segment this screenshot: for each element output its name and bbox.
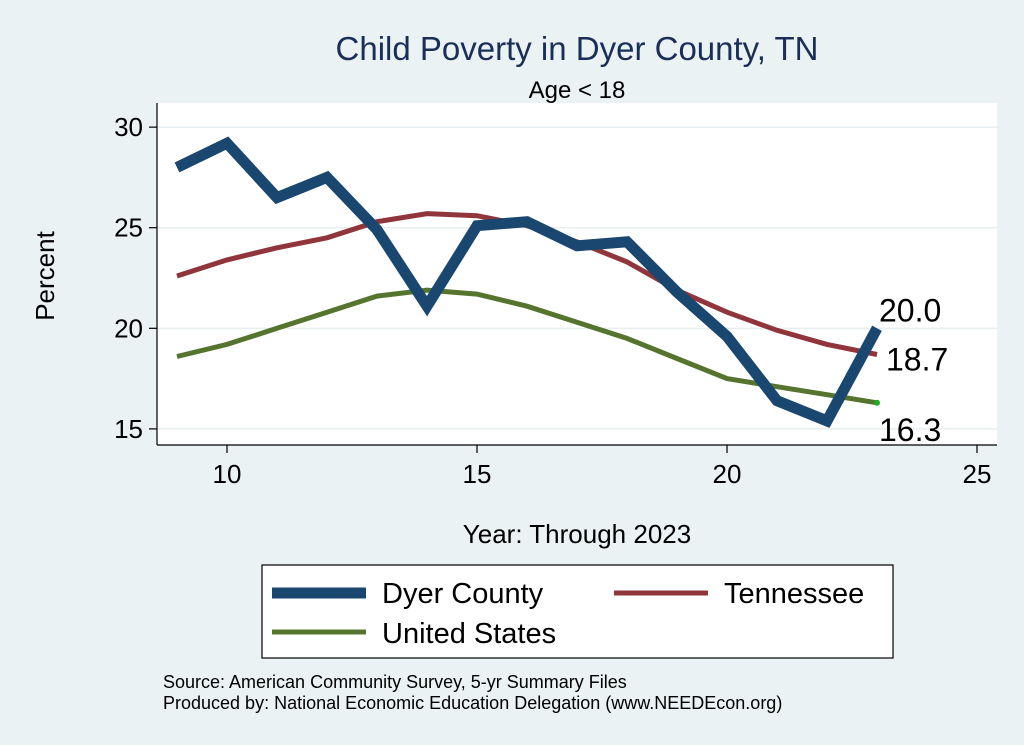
end-labels: 20.0 18.7 16.3 [879, 292, 948, 447]
y-tick-label-30: 30 [114, 112, 143, 142]
x-tick-label-15: 15 [463, 459, 492, 489]
series-line-dyer-county [174, 136, 882, 428]
united-states-end-point [874, 399, 880, 406]
plot-area [157, 103, 997, 445]
x-tick-label-25: 25 [963, 459, 992, 489]
y-tick-label-15: 15 [114, 414, 143, 444]
y-axis-title: Percent [30, 230, 60, 320]
x-axis-ticks: 10 15 20 25 [213, 445, 992, 489]
y-tick-label-25: 25 [114, 213, 143, 243]
legend-label-dyer-county: Dyer County [382, 578, 544, 610]
legend-box [261, 564, 894, 659]
legend-label-united-states: United States [382, 618, 556, 650]
y-tick-label-20: 20 [114, 313, 143, 343]
legend-label-tennessee: Tennessee [724, 578, 864, 610]
end-label-tennessee: 18.7 [886, 341, 948, 377]
source-note: Source: American Community Survey, 5-yr … [163, 672, 627, 692]
x-axis-title: Year: Through 2023 [463, 519, 691, 549]
grid [157, 126, 997, 430]
x-tick-label-10: 10 [213, 459, 242, 489]
produced-by-note: Produced by: National Economic Education… [163, 693, 782, 713]
chart-title: Child Poverty in Dyer County, TN [336, 30, 819, 67]
y-axis-ticks: 15 20 25 30 [114, 112, 157, 444]
end-label-dyer-county: 20.0 [879, 292, 941, 328]
end-label-united-states: 16.3 [879, 412, 941, 448]
legend: Dyer County Tennessee United States [261, 564, 894, 659]
x-tick-label-20: 20 [713, 459, 742, 489]
chart-subtitle: Age < 18 [529, 77, 626, 104]
series-lines [174, 136, 882, 428]
